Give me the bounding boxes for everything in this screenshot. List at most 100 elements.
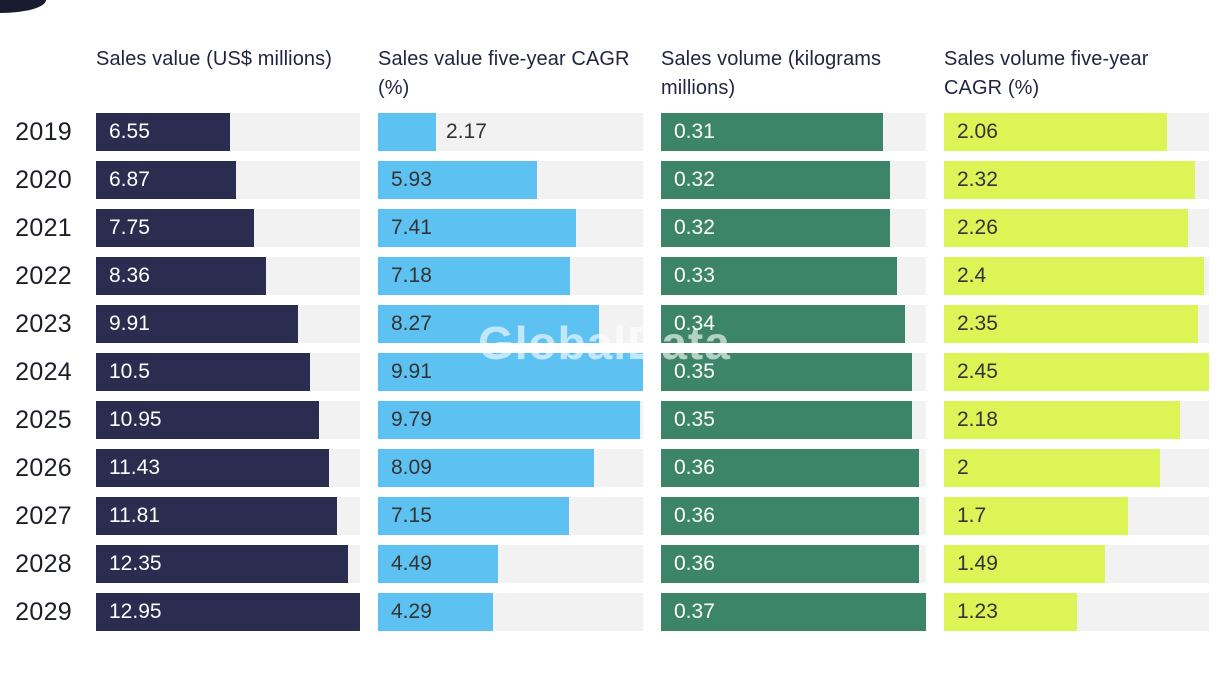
- bar-value-label: 2.26: [957, 216, 998, 239]
- bar: 0.35: [661, 353, 912, 391]
- bar-track: 10.5: [96, 353, 360, 391]
- bar-track: 0.31: [661, 113, 926, 151]
- year-label: 2025: [15, 405, 72, 434]
- bar: 0.35: [661, 401, 912, 439]
- bar: 0.37: [661, 593, 926, 631]
- bar-value-label: 0.37: [674, 600, 715, 623]
- bar: 9.91: [96, 305, 299, 343]
- bar-value-label: 0.33: [674, 264, 715, 287]
- bar: 0.32: [661, 209, 891, 247]
- bar: 4.29: [378, 593, 493, 631]
- bar-track: 2.06: [944, 113, 1209, 151]
- bar-value-label: 2.35: [957, 312, 998, 335]
- column-header-sales-volume-cagr: Sales volume five-year CAGR (%): [944, 48, 1149, 99]
- bar: 12.35: [96, 545, 348, 583]
- bar-track: 9.79: [378, 401, 643, 439]
- bar-track: 0.33: [661, 257, 926, 295]
- bar-track: 4.49: [378, 545, 643, 583]
- bar: 7.75: [96, 209, 254, 247]
- bar: 11.81: [96, 497, 337, 535]
- bar-value-label: 10.5: [109, 360, 150, 383]
- bar-track: 6.87: [96, 161, 360, 199]
- bar-value-label: 7.18: [391, 264, 432, 287]
- bar-value-label: 10.95: [109, 408, 162, 431]
- bar-track: 9.91: [96, 305, 360, 343]
- bar: 1.7: [944, 497, 1128, 535]
- year-label: 2029: [15, 597, 72, 626]
- year-label: 2019: [15, 117, 72, 146]
- bar: 7.41: [378, 209, 577, 247]
- bar-track: 12.95: [96, 593, 360, 631]
- bar-track: 6.55: [96, 113, 360, 151]
- bar-track: 11.43: [96, 449, 360, 487]
- bar: 0.36: [661, 497, 919, 535]
- bar: 10.95: [96, 401, 320, 439]
- bar-value-label: 12.35: [109, 552, 162, 575]
- column-header-sales-value-cagr: Sales value five-year CAGR (%): [378, 48, 630, 99]
- bar: 1.23: [944, 593, 1078, 631]
- column-header-sales-value: Sales value (US$ millions): [96, 48, 333, 70]
- bar-value-label: 11.43: [109, 456, 160, 479]
- bar-track: 2.18: [944, 401, 1209, 439]
- bar-track: 8.36: [96, 257, 360, 295]
- bar-value-label: 1.7: [957, 504, 987, 527]
- bar-track: 8.09: [378, 449, 643, 487]
- bar: 8.09: [378, 449, 595, 487]
- bar: 8.36: [96, 257, 267, 295]
- bar-value-label: 0.35: [674, 360, 715, 383]
- bar-track: 2.35: [944, 305, 1209, 343]
- bar-value-label: 6.87: [109, 168, 150, 191]
- year-label: 2028: [15, 549, 72, 578]
- bar-track: 1.7: [944, 497, 1209, 535]
- axis-spacer: [12, 45, 78, 103]
- bar-track: 5.93: [378, 161, 643, 199]
- bar-value-label: 0.34: [674, 312, 715, 335]
- bar-value-label: 0.36: [674, 504, 715, 527]
- bar: 0.32: [661, 161, 891, 199]
- bar-value-label: 2.18: [957, 408, 998, 431]
- bar-track: 7.15: [378, 497, 643, 535]
- bar-track: 10.95: [96, 401, 360, 439]
- bar: 2.18: [944, 401, 1180, 439]
- bar: 0.31: [661, 113, 884, 151]
- bar-track: 7.18: [378, 257, 643, 295]
- bar-value-label: 8.36: [109, 264, 150, 287]
- bar-track: 12.35: [96, 545, 360, 583]
- bar-value-label: 4.29: [391, 600, 432, 623]
- bar: 0.33: [661, 257, 898, 295]
- bar-value-label: 2.45: [957, 360, 998, 383]
- bar-track: 4.29: [378, 593, 643, 631]
- bar: 7.18: [378, 257, 570, 295]
- bar: 5.93: [378, 161, 537, 199]
- bar: 2.4: [944, 257, 1204, 295]
- bar-value-label: 0.31: [674, 120, 715, 143]
- bar-value-label: 2.32: [957, 168, 998, 191]
- bar-track: 9.91: [378, 353, 643, 391]
- bar-track: 0.35: [661, 401, 926, 439]
- bar: 2: [944, 449, 1161, 487]
- bar-value-label: 0.35: [674, 408, 715, 431]
- bar-track: 0.37: [661, 593, 926, 631]
- chart-grid: Sales value (US$ millions) Sales value f…: [12, 45, 1209, 631]
- bar-track: 1.49: [944, 545, 1209, 583]
- bar-value-label: 9.91: [109, 312, 150, 335]
- bar-track: 11.81: [96, 497, 360, 535]
- bar: 2.32: [944, 161, 1195, 199]
- bar-value-label: 8.09: [391, 456, 432, 479]
- bar-value-label: 2: [957, 456, 969, 479]
- bar: 8.27: [378, 305, 600, 343]
- bar: 2.26: [944, 209, 1189, 247]
- bar: 2.35: [944, 305, 1199, 343]
- bar-value-label: 7.15: [391, 504, 432, 527]
- bar: [378, 113, 437, 151]
- bar-value-label: 8.27: [391, 312, 432, 335]
- bar-track: 0.36: [661, 545, 926, 583]
- bar: 6.87: [96, 161, 237, 199]
- bar-track: 2.45: [944, 353, 1209, 391]
- bar-track: 0.34: [661, 305, 926, 343]
- bar: 12.95: [96, 593, 360, 631]
- bar-value-label: 9.91: [391, 360, 432, 383]
- bar-value-label: 2.06: [957, 120, 998, 143]
- bar: 9.91: [378, 353, 643, 391]
- bar-value-label: 7.41: [391, 216, 432, 239]
